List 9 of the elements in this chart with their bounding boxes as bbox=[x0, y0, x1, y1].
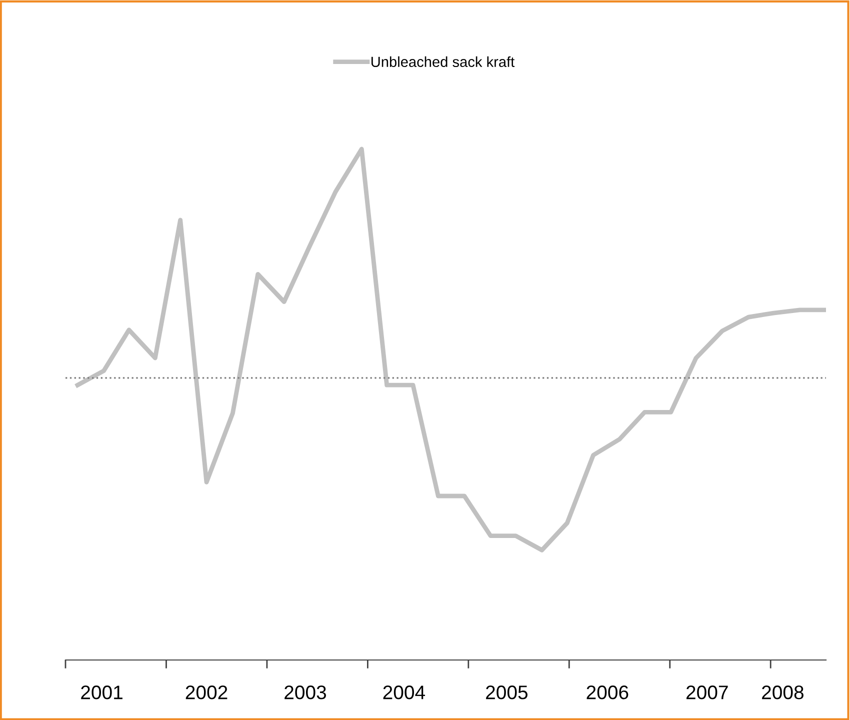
x-tick-label: 2003 bbox=[284, 686, 326, 700]
x-tick-label: 2008 bbox=[762, 686, 804, 700]
x-tick-label: 2005 bbox=[486, 686, 528, 700]
x-tick-label: 2006 bbox=[586, 686, 628, 700]
x-tick-label: 2002 bbox=[186, 686, 228, 700]
legend-label: Unbleached sack kraft bbox=[371, 56, 515, 68]
x-tick-label: 2007 bbox=[686, 686, 728, 700]
x-tick-label: 2004 bbox=[383, 686, 426, 700]
x-tick-label: 2001 bbox=[81, 686, 122, 700]
